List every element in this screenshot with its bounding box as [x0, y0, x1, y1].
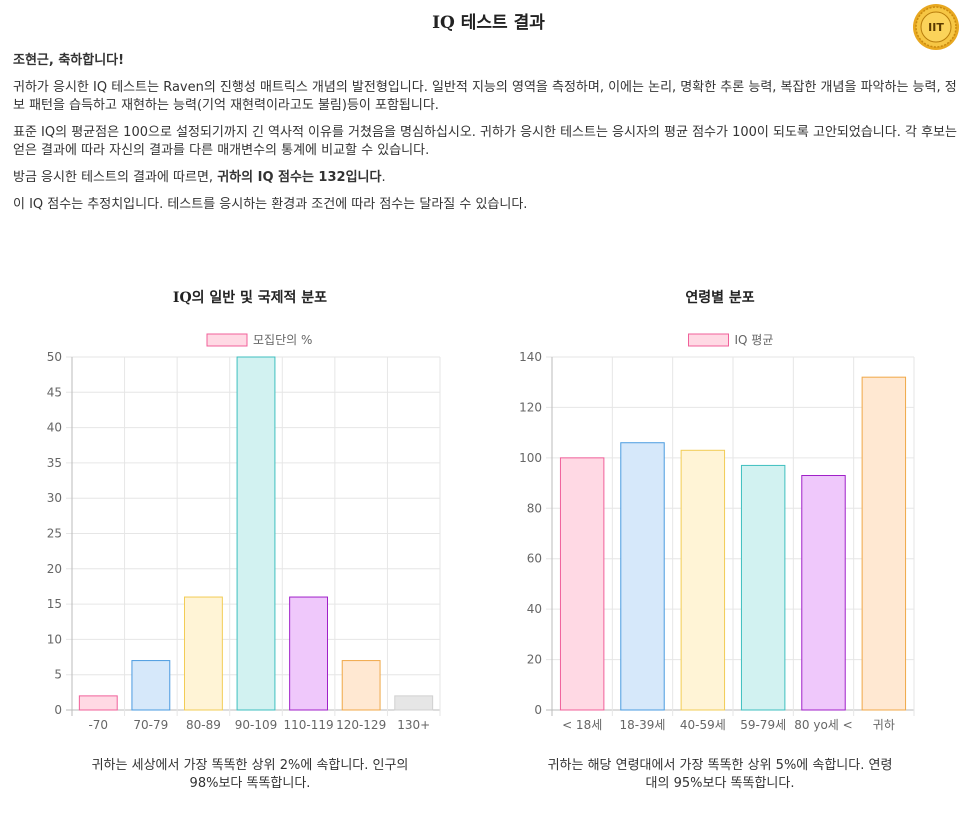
caption-distribution: 귀하는 세상에서 가장 똑똑한 상위 2%에 속합니다. 인구의 98%보다 똑… — [91, 758, 409, 791]
caption-age: 귀하는 해당 연령대에서 가장 똑똑한 상위 5%에 속합니다. 연령대의 95… — [547, 758, 893, 791]
y-tick-label: 120 — [519, 400, 542, 414]
y-tick-label: 5 — [54, 668, 62, 682]
legend-swatch — [206, 333, 248, 347]
x-tick-label: 110-119 — [284, 718, 334, 732]
chart-title-distribution: IQ의 일반 및 국제적 분포 — [172, 290, 328, 306]
bar-2 — [184, 596, 223, 711]
y-tick-label: 140 — [519, 350, 542, 364]
x-tick-label: 80 yo세 < — [794, 718, 852, 732]
bar-2 — [680, 449, 726, 711]
bar-0 — [78, 695, 118, 711]
bar-5 — [861, 376, 907, 711]
y-tick-label: 35 — [47, 456, 62, 470]
badge-inner — [920, 11, 952, 43]
x-tick-label: 귀하 — [873, 718, 895, 732]
chart-title-age: 연령별 분포 — [685, 290, 755, 306]
x-tick-label: 40-59세 — [680, 718, 726, 732]
description-paragraph: 귀하가 응시한 IQ 테스트는 Raven의 진행성 매트릭스 개념의 발전형입… — [13, 80, 957, 113]
page-title: IQ 테스트 결과 — [432, 13, 545, 33]
score-statement: 귀하의 IQ 점수는 132입니다 — [217, 170, 382, 185]
y-tick-label: 10 — [47, 632, 62, 646]
chart-age: IQ 평균 0 20 40 60 80 100 120 140 < 18세 18-39세 40-59세… — [519, 333, 915, 732]
x-tick-label: 80-89 — [186, 718, 221, 732]
legend-label: IQ 평균 — [735, 333, 774, 347]
y-tick-label: 40 — [527, 602, 542, 616]
greeting: 조현근, 축하합니다! — [13, 53, 125, 68]
y-tick-label: 80 — [527, 501, 542, 515]
result-text: 조현근, 축하합니다! 귀하가 응시한 IQ 테스트는 Raven의 진행성 매… — [13, 52, 963, 223]
average-paragraph: 표준 IQ의 평균점은 100으로 설정되기까지 긴 역사적 이유를 거쳤음을 … — [13, 125, 957, 158]
score-suffix: . — [381, 170, 386, 185]
bar-4 — [801, 475, 846, 711]
y-tick-label: 25 — [47, 527, 62, 541]
x-tick-label: 90-109 — [235, 718, 278, 732]
y-tick-label: 50 — [47, 350, 62, 364]
y-tick-label: 40 — [47, 421, 62, 435]
x-tick-label: -70 — [88, 718, 108, 732]
bar-3 — [740, 464, 786, 711]
y-tick-label: 100 — [519, 451, 542, 465]
bar-5 — [341, 660, 381, 711]
x-tick-label: 70-79 — [133, 718, 168, 732]
score-prefix: 방금 응시한 테스트의 결과에 따르면, — [13, 170, 218, 185]
score-paragraph: 방금 응시한 테스트의 결과에 따르면, 귀하의 IQ 점수는 132입니다. — [13, 169, 963, 187]
x-tick-label: 18-39세 — [620, 718, 666, 732]
x-tick-label: 59-79세 — [740, 718, 786, 732]
bar-1 — [620, 442, 665, 711]
y-tick-label: 20 — [47, 562, 62, 576]
y-tick-label: 0 — [534, 703, 542, 717]
chart-distribution: 모집단의 % 0 5 10 15 20 25 30 35 40 45 50 -70 70-79 80-89 9… — [47, 333, 441, 732]
legend-label: 모집단의 % — [253, 333, 312, 347]
iit-badge-icon: IIT — [913, 4, 959, 50]
bar-0 — [559, 457, 605, 711]
y-tick-label: 30 — [47, 491, 62, 505]
x-tick-label: 120-129 — [336, 718, 386, 732]
y-tick-label: 45 — [47, 385, 62, 399]
disclaimer-paragraph: 이 IQ 점수는 추정치입니다. 테스트를 응시하는 환경과 조건에 따라 점수… — [13, 197, 528, 212]
y-tick-label: 60 — [527, 552, 542, 566]
legend-swatch — [688, 333, 729, 347]
x-tick-label: 130+ — [397, 718, 430, 732]
bar-6 — [394, 695, 434, 711]
y-tick-label: 0 — [54, 703, 62, 717]
y-tick-label: 15 — [47, 597, 62, 611]
y-tick-label: 20 — [527, 653, 542, 667]
x-tick-label: < 18세 — [562, 718, 602, 732]
badge-text: IIT — [928, 21, 944, 34]
bar-4 — [289, 596, 328, 711]
bar-3 — [236, 356, 276, 711]
bar-1 — [131, 660, 171, 711]
